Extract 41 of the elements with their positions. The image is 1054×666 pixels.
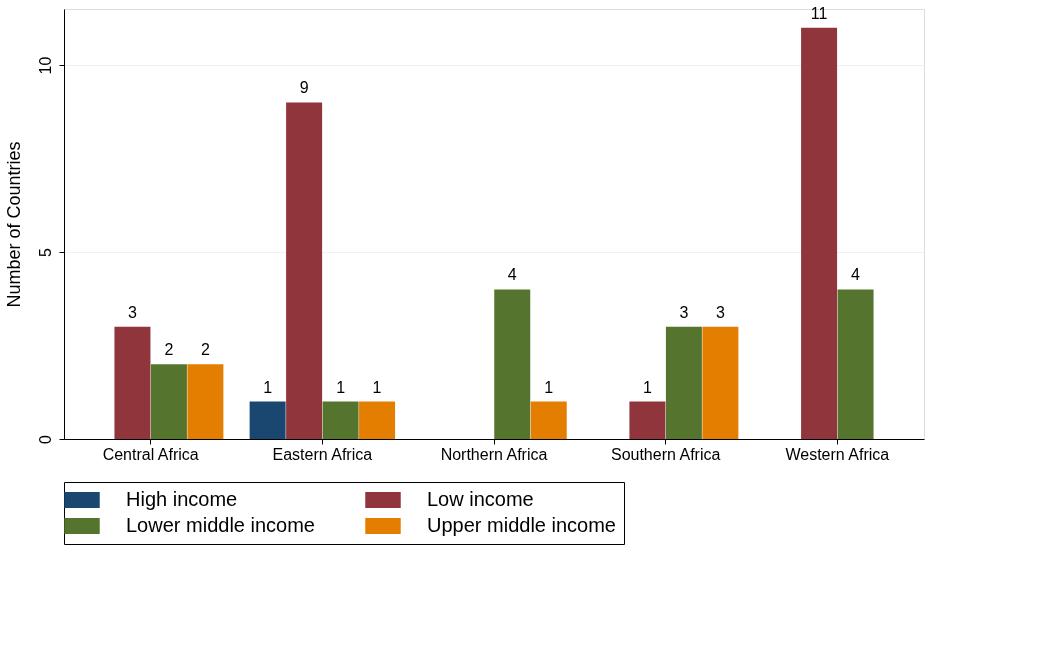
- bar: [286, 102, 323, 439]
- data-label: 3: [715, 303, 725, 321]
- data-label: 4: [851, 266, 861, 284]
- data-label: 3: [127, 303, 137, 321]
- data-label: 1: [336, 378, 346, 396]
- legend-label: Low income: [427, 488, 534, 510]
- bar: [629, 401, 666, 439]
- y-tick-label: 0: [36, 434, 54, 444]
- data-label: 1: [372, 378, 382, 396]
- x-tick-label: Eastern Africa: [272, 445, 373, 463]
- bar: [801, 27, 838, 439]
- y-tick-label: 5: [36, 248, 54, 257]
- data-label: 1: [642, 378, 652, 396]
- bar: [837, 289, 874, 439]
- data-label: 9: [299, 79, 309, 97]
- data-label: 3: [679, 303, 689, 321]
- legend-label: Lower middle income: [126, 514, 315, 536]
- legend-label: High income: [126, 488, 238, 510]
- data-label: 2: [200, 341, 210, 359]
- data-label: 1: [544, 378, 554, 396]
- legend-label: Upper middle income: [427, 514, 616, 536]
- bar: [187, 364, 224, 439]
- bar: [494, 289, 531, 439]
- bar: [702, 326, 739, 439]
- data-label: 4: [507, 266, 517, 284]
- bar: [359, 401, 396, 439]
- x-tick-label: Western Africa: [785, 445, 890, 463]
- bar: [530, 401, 567, 439]
- bar: [150, 364, 187, 439]
- x-tick-label: Central Africa: [102, 445, 199, 463]
- y-axis-title: Number of Countries: [3, 141, 24, 308]
- y-tick-label: 10: [36, 56, 54, 75]
- bar: [322, 401, 359, 439]
- x-tick-label: Southern Africa: [610, 445, 721, 463]
- bar: [114, 326, 151, 439]
- bar: [249, 401, 286, 439]
- x-tick-label: Northern Africa: [440, 445, 548, 463]
- bar: [665, 326, 702, 439]
- data-label: 11: [810, 4, 828, 22]
- data-label: 1: [263, 378, 273, 396]
- data-label: 2: [164, 341, 174, 359]
